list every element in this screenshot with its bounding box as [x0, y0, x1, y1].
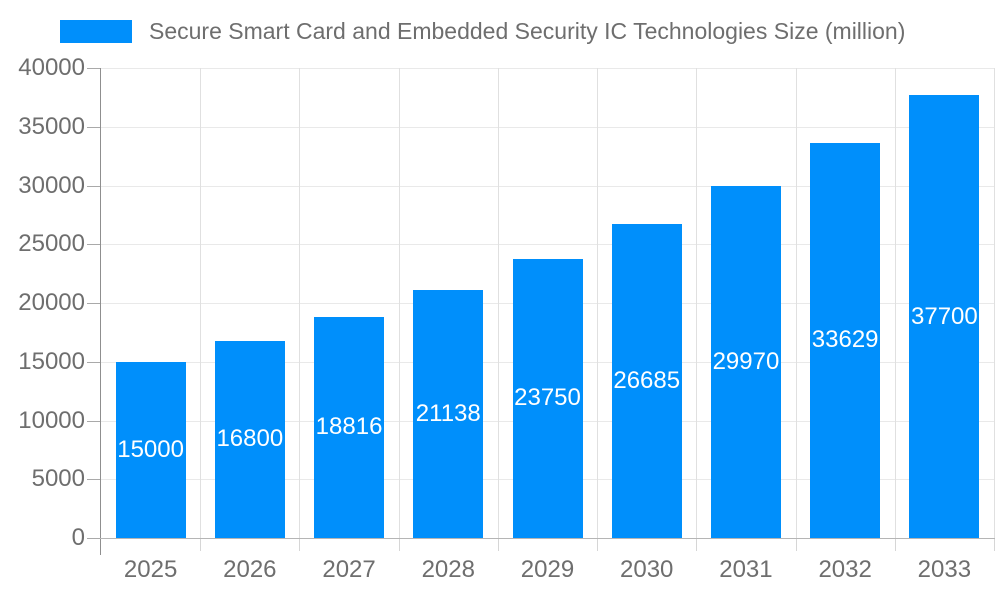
- bar-2030[interactable]: [611, 224, 682, 538]
- bar-2025[interactable]: [115, 361, 186, 538]
- gridline-vertical: [795, 68, 797, 538]
- bar-2027[interactable]: [314, 316, 385, 538]
- gridline-vertical: [597, 68, 599, 538]
- bar-value-label: 16800: [216, 425, 284, 453]
- y-axis-label: 0: [71, 524, 85, 551]
- bar-2028[interactable]: [413, 289, 484, 538]
- x-axis-label: 2032: [818, 556, 872, 583]
- y-axis-tick: [87, 126, 100, 128]
- y-axis-label: 35000: [18, 112, 85, 140]
- x-axis-label: 2029: [520, 556, 575, 583]
- y-axis-label: 10000: [18, 406, 85, 434]
- bar-value-label: 18816: [315, 413, 383, 441]
- bar-2029[interactable]: [512, 258, 583, 538]
- bar-2032[interactable]: [810, 142, 881, 538]
- y-axis-label: 25000: [18, 230, 85, 258]
- y-axis-tick: [87, 185, 100, 187]
- y-axis-tick: [87, 68, 100, 69]
- x-axis-label: 2030: [620, 556, 674, 583]
- bar-value-label: 37700: [911, 302, 978, 330]
- y-axis-tick: [87, 361, 100, 363]
- y-axis-label: 30000: [18, 171, 85, 199]
- bar-value-label: 23750: [514, 384, 581, 412]
- chart-title: Secure Smart Card and Embedded Security …: [149, 18, 906, 44]
- y-axis-tick: [87, 244, 100, 246]
- gridline-vertical: [497, 68, 499, 538]
- bar-2026[interactable]: [214, 340, 285, 538]
- gridline-vertical: [200, 68, 202, 538]
- y-axis-tick: [87, 479, 100, 481]
- category-tick: [994, 539, 995, 551]
- category-tick: [497, 539, 499, 551]
- gridline-horizontal: [101, 185, 994, 187]
- category-tick: [894, 539, 896, 551]
- x-axis-label: 2026: [223, 556, 277, 583]
- legend-swatch-icon: [60, 19, 132, 43]
- gridline-horizontal: [101, 68, 994, 69]
- gridline-vertical: [894, 68, 896, 538]
- category-tick: [200, 539, 202, 551]
- gridline-vertical: [994, 68, 995, 538]
- bar-value-label: 26685: [613, 367, 681, 395]
- y-axis-tick: [87, 420, 100, 422]
- gridline-horizontal: [101, 126, 994, 128]
- y-axis-label: 5000: [31, 465, 85, 493]
- bar-value-label: 21138: [415, 399, 481, 427]
- x-axis-label: 2031: [719, 556, 773, 583]
- category-tick: [398, 539, 400, 551]
- x-axis-label: 2033: [917, 556, 972, 583]
- x-axis-label: 2028: [421, 556, 475, 583]
- bar-value-label: 15000: [117, 435, 184, 463]
- y-axis-tick: [87, 303, 100, 304]
- category-tick: [795, 539, 797, 551]
- y-axis-label: 40000: [18, 54, 85, 81]
- category-tick: [597, 539, 599, 551]
- legend-item[interactable]: Secure Smart Card and Embedded Security …: [60, 17, 905, 45]
- gridline-vertical: [398, 68, 400, 538]
- gridline-horizontal: [101, 244, 994, 246]
- bar-2033[interactable]: [909, 95, 980, 538]
- x-axis-line: [100, 538, 995, 539]
- category-tick: [299, 539, 301, 551]
- x-axis-label: 2027: [322, 556, 376, 583]
- bar-2031[interactable]: [710, 185, 781, 538]
- bar-value-label: 33629: [811, 326, 879, 354]
- y-axis-label: 20000: [18, 289, 85, 316]
- bar-value-label: 29970: [712, 347, 780, 375]
- gridline-vertical: [696, 68, 698, 538]
- y-axis-line: [100, 68, 101, 555]
- y-axis-label: 15000: [18, 347, 85, 375]
- x-axis-label: 2025: [123, 556, 178, 583]
- gridline-vertical: [299, 68, 301, 538]
- category-tick: [696, 539, 698, 551]
- y-axis-tick: [87, 538, 100, 539]
